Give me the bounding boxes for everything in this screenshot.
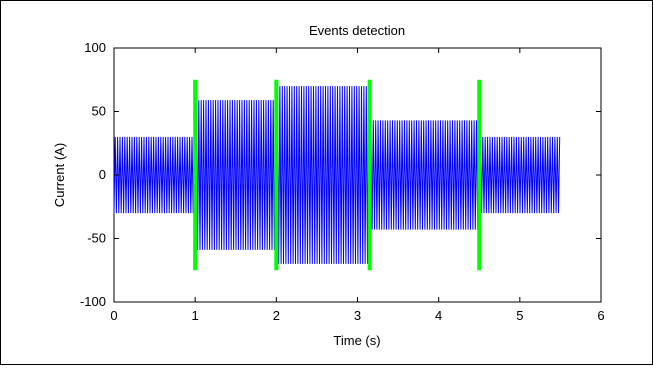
series-0-segment-1 bbox=[194, 100, 277, 250]
chart-title: Events detection bbox=[309, 23, 405, 38]
series-layer bbox=[113, 86, 561, 264]
series-0-segment-0 bbox=[113, 136, 195, 214]
y-tick-label-0: 100 bbox=[84, 40, 106, 55]
y-tick-label-2: 0 bbox=[99, 167, 106, 182]
x-tick-label-1: 1 bbox=[192, 308, 199, 323]
x-tick-label-2: 2 bbox=[273, 308, 280, 323]
series-0-segment-4 bbox=[478, 136, 561, 214]
series-0-segment-2 bbox=[275, 86, 370, 264]
x-tick-label-5: 5 bbox=[516, 308, 523, 323]
y-tick-label-3: -50 bbox=[87, 231, 106, 246]
y-tick-label-4: -100 bbox=[80, 294, 106, 309]
x-tick-label-3: 3 bbox=[354, 308, 361, 323]
x-tick-label-4: 4 bbox=[435, 308, 442, 323]
x-axis-label: Time (s) bbox=[333, 333, 380, 348]
x-tick-label-0: 0 bbox=[110, 308, 117, 323]
series-0-segment-3 bbox=[369, 120, 480, 230]
y-axis-label: Current (A) bbox=[52, 143, 67, 207]
events-layer bbox=[193, 79, 482, 271]
y-tick-label-1: 50 bbox=[92, 104, 106, 119]
x-tick-label-6: 6 bbox=[597, 308, 604, 323]
ticks-layer: 0 1 2 3 4 5 6 100 50 0 -50 -100 bbox=[80, 40, 605, 323]
